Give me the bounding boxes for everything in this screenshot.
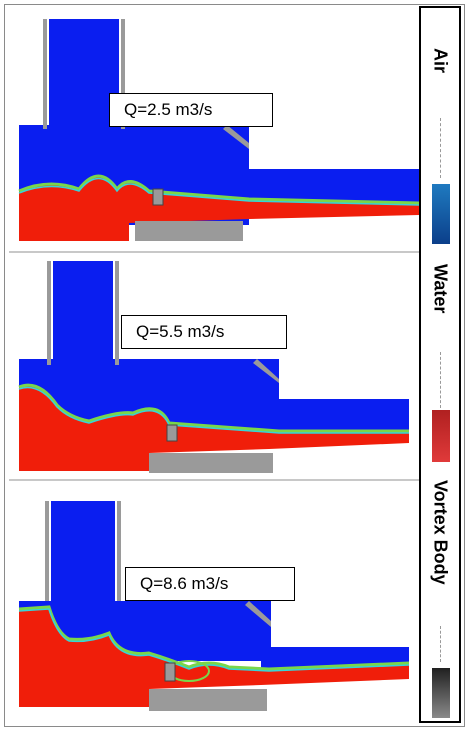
- legend-swatch-water: [432, 410, 450, 462]
- flow-rate-label: Q=8.6 m3/s: [125, 567, 295, 601]
- flow-rate-label: Q=2.5 m3/s: [109, 93, 273, 127]
- legend-dash: [440, 118, 442, 178]
- legend-label-air: Air: [430, 48, 451, 74]
- flow-rate-label: Q=5.5 m3/s: [121, 315, 287, 349]
- panel-divider: [9, 479, 419, 481]
- flow-field-1: [18, 19, 419, 249]
- simulation-panel-3: Q=8.6 m3/s: [9, 483, 419, 723]
- simulation-panel-1: Q=2.5 m3/s: [9, 13, 419, 249]
- panel-divider: [9, 251, 419, 253]
- legend-label-vortex-body: Vortex Body: [430, 480, 451, 585]
- legend-dash: [440, 626, 442, 662]
- flow-field-2: [18, 261, 419, 477]
- legend-swatch-vortex-body: [432, 668, 450, 718]
- figure-frame: Q=2.5 m3/s Q=5.5 m3/s: [4, 4, 465, 727]
- legend: Air Water Vortex Body: [419, 6, 461, 723]
- simulation-panel-2: Q=5.5 m3/s: [9, 255, 419, 477]
- legend-swatch-air: [432, 184, 450, 244]
- legend-dash: [440, 352, 442, 408]
- legend-label-water: Water: [430, 264, 451, 314]
- flow-field-3: [18, 501, 419, 723]
